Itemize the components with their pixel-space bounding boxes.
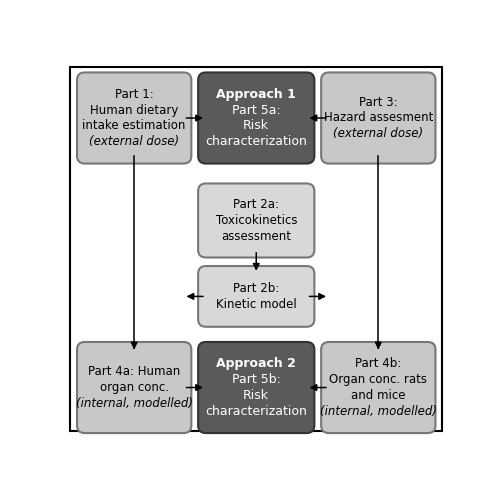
Text: assessment: assessment: [221, 230, 291, 243]
Text: Part 2a:: Part 2a:: [233, 198, 279, 211]
FancyBboxPatch shape: [198, 72, 314, 164]
Text: (internal, modelled): (internal, modelled): [76, 397, 192, 410]
Text: Toxicokinetics: Toxicokinetics: [216, 214, 297, 227]
Text: Hazard assesment: Hazard assesment: [324, 111, 433, 125]
Text: Part 2b:: Part 2b:: [233, 282, 280, 295]
Text: characterization: characterization: [206, 405, 307, 418]
Text: Part 5b:: Part 5b:: [232, 373, 280, 386]
FancyBboxPatch shape: [321, 72, 436, 164]
Text: Risk: Risk: [243, 119, 269, 133]
Text: Kinetic model: Kinetic model: [216, 298, 296, 311]
Text: organ conc.: organ conc.: [100, 381, 168, 394]
Text: and mice: and mice: [351, 389, 406, 402]
Text: (internal, modelled): (internal, modelled): [320, 405, 437, 418]
FancyBboxPatch shape: [198, 342, 314, 433]
Text: Part 1:: Part 1:: [115, 88, 154, 101]
Text: Part 4b:: Part 4b:: [355, 357, 402, 370]
Text: (external dose): (external dose): [89, 136, 179, 148]
Text: Part 5a:: Part 5a:: [232, 104, 280, 116]
Text: (external dose): (external dose): [333, 128, 424, 141]
Text: Organ conc. rats: Organ conc. rats: [330, 373, 428, 386]
FancyBboxPatch shape: [198, 266, 314, 327]
Text: Human dietary: Human dietary: [90, 104, 178, 116]
FancyBboxPatch shape: [77, 72, 192, 164]
Text: Part 3:: Part 3:: [359, 96, 398, 108]
Text: intake estimation: intake estimation: [82, 119, 186, 133]
FancyBboxPatch shape: [198, 183, 314, 257]
Text: Risk: Risk: [243, 389, 269, 402]
FancyBboxPatch shape: [77, 342, 192, 433]
Text: Part 4a: Human: Part 4a: Human: [88, 365, 180, 378]
FancyBboxPatch shape: [321, 342, 436, 433]
Text: characterization: characterization: [206, 136, 307, 148]
Text: Approach 2: Approach 2: [216, 357, 296, 370]
Text: Approach 1: Approach 1: [216, 88, 296, 101]
